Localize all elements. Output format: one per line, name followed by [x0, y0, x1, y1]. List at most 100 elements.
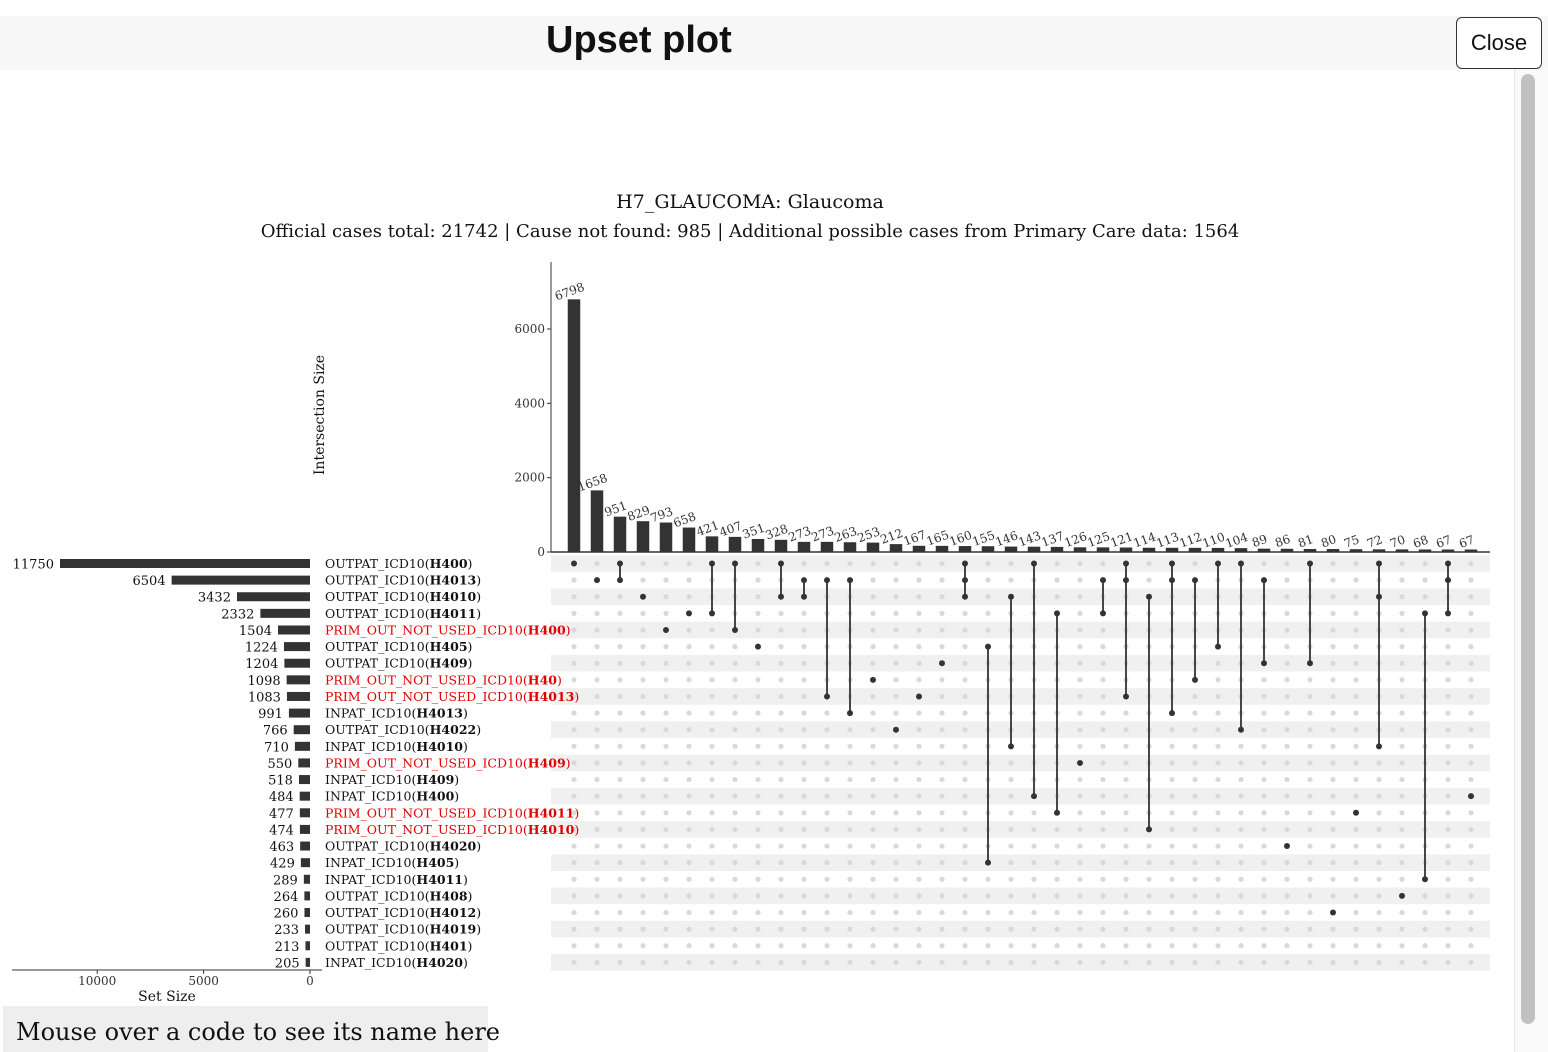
matrix-dot-inactive	[1215, 959, 1221, 965]
matrix-dot-inactive	[1399, 560, 1405, 567]
matrix-dot-inactive	[1399, 577, 1405, 583]
matrix-dot-inactive	[1123, 793, 1129, 799]
matrix-dot-inactive	[1353, 893, 1359, 899]
matrix-dot-inactive	[571, 577, 577, 583]
matrix-dot-inactive	[939, 860, 945, 866]
set-size-bar	[286, 691, 310, 701]
matrix-dot-inactive	[985, 909, 991, 916]
matrix-dot-inactive	[916, 793, 922, 799]
close-button[interactable]: Close	[1456, 17, 1542, 69]
matrix-dot-inactive	[1284, 660, 1290, 666]
matrix-dot-inactive	[1284, 627, 1290, 633]
matrix-dot-active	[939, 660, 945, 667]
intersection-size-label: 86	[1273, 532, 1292, 550]
matrix-dot-inactive	[663, 843, 669, 849]
matrix-dot-active	[1422, 876, 1428, 883]
matrix-dot-inactive	[847, 810, 853, 816]
matrix-dot-inactive	[1169, 810, 1175, 816]
matrix-dot-inactive	[1353, 943, 1359, 949]
set-size-value: 991	[258, 707, 283, 722]
matrix-dot-inactive	[916, 760, 922, 766]
intersection-size-label: 160	[947, 528, 973, 549]
matrix-dot-inactive	[1399, 959, 1405, 965]
matrix-dot-inactive	[1031, 860, 1037, 866]
set-label-code: H405	[430, 639, 468, 654]
matrix-dot-inactive	[709, 926, 715, 932]
matrix-dot-inactive	[732, 727, 738, 733]
matrix-dot-active	[1123, 693, 1129, 700]
set-label-code: H40	[528, 672, 558, 687]
matrix-dot-inactive	[732, 693, 738, 700]
matrix-dot-inactive	[824, 710, 830, 716]
matrix-dot-active	[985, 643, 991, 650]
set-label-prefix: INPAT_ICD10(	[325, 706, 416, 721]
matrix-dot-inactive	[1008, 793, 1014, 799]
matrix-dot-inactive	[663, 760, 669, 766]
matrix-dot-inactive	[1215, 660, 1221, 666]
y-tick-label: 2000	[514, 471, 545, 485]
matrix-dot-active	[1100, 610, 1106, 617]
intersection-bar	[567, 299, 581, 552]
set-size-bar	[284, 658, 310, 668]
intersection-bar	[1165, 547, 1179, 552]
intersection-size-label: 75	[1342, 532, 1361, 550]
matrix-dot-inactive	[778, 760, 784, 766]
intersection-size-label: 67	[1434, 533, 1453, 551]
matrix-dot-inactive	[640, 810, 646, 816]
matrix-dot-inactive	[778, 727, 784, 733]
matrix-dot-active	[801, 593, 807, 600]
matrix-dot-inactive	[1192, 876, 1198, 882]
matrix-dot-inactive	[1284, 560, 1290, 567]
set-label-prefix: OUTPAT_ICD10(	[325, 905, 430, 920]
matrix-dot-inactive	[870, 943, 876, 949]
matrix-dot-inactive	[801, 926, 807, 932]
matrix-dot-inactive	[1031, 959, 1037, 965]
matrix-dot-inactive	[1445, 793, 1451, 799]
matrix-dot-inactive	[686, 860, 692, 866]
matrix-dot-inactive	[801, 810, 807, 816]
scrollbar[interactable]	[1514, 70, 1548, 1052]
set-label-code: H4013	[528, 689, 575, 704]
matrix-dot-inactive	[962, 727, 968, 733]
matrix-dot-inactive	[1376, 876, 1382, 882]
intersection-bar	[958, 546, 972, 552]
matrix-dot-inactive	[1008, 876, 1014, 882]
matrix-row-stripe	[551, 787, 1490, 805]
matrix-dot-inactive	[1399, 610, 1405, 616]
matrix-row-stripe	[551, 754, 1490, 772]
matrix-dot-inactive	[594, 760, 600, 766]
set-size-bar	[300, 841, 310, 851]
matrix-dot-inactive	[801, 843, 807, 849]
matrix-dot-inactive	[1261, 677, 1267, 683]
matrix-dot-inactive	[1468, 743, 1474, 749]
matrix-dot-inactive	[1261, 909, 1267, 916]
matrix-dot-inactive	[1353, 627, 1359, 633]
header-bar	[0, 16, 1548, 70]
matrix-dot-inactive	[1077, 793, 1083, 799]
matrix-dot-inactive	[617, 693, 623, 700]
matrix-dot-inactive	[847, 876, 853, 882]
matrix-dot-inactive	[594, 826, 600, 833]
matrix-dot-inactive	[1261, 893, 1267, 899]
matrix-dot-inactive	[801, 876, 807, 882]
matrix-dot-inactive	[1445, 693, 1451, 700]
scrollbar-thumb[interactable]	[1521, 74, 1535, 1024]
matrix-dot-active	[1215, 643, 1221, 650]
matrix-dot-inactive	[801, 909, 807, 916]
matrix-dot-active	[1169, 560, 1175, 567]
set-size-bar	[286, 675, 310, 685]
matrix-dot-inactive	[1008, 843, 1014, 849]
intersection-bar	[1280, 548, 1294, 552]
matrix-dot-inactive	[870, 743, 876, 749]
matrix-dot-inactive	[1169, 843, 1175, 849]
matrix-dot-inactive	[1215, 710, 1221, 716]
matrix-dot-inactive	[1215, 876, 1221, 882]
matrix-dot-inactive	[1376, 826, 1382, 833]
matrix-dot-inactive	[755, 743, 761, 749]
matrix-dot-inactive	[1100, 710, 1106, 716]
matrix-dot-inactive	[732, 810, 738, 816]
matrix-dot-inactive	[686, 710, 692, 716]
matrix-dot-inactive	[755, 577, 761, 583]
matrix-dot-inactive	[939, 876, 945, 882]
matrix-dot-inactive	[571, 909, 577, 916]
